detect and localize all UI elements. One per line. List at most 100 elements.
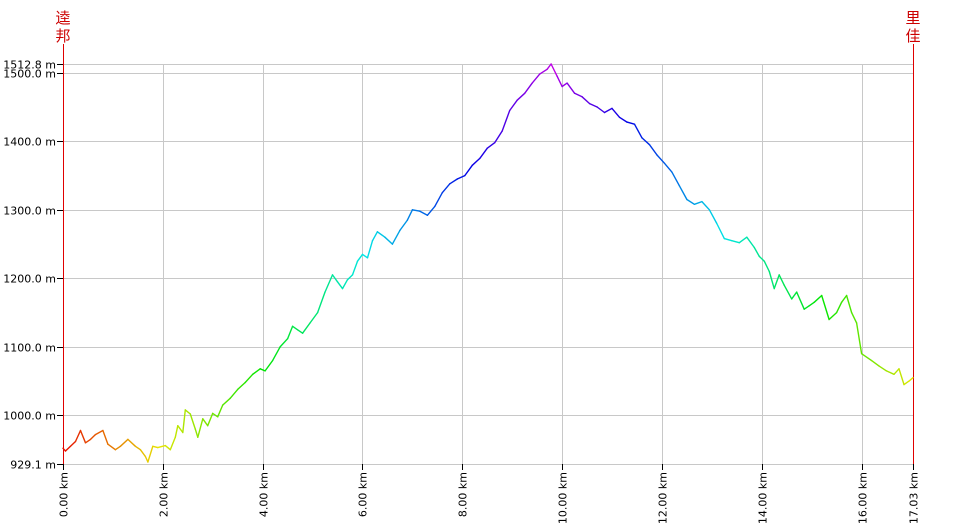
elevation-segment [251,368,261,375]
elevation-segment [371,231,379,242]
elevation-segment [561,82,568,88]
elevation-segment [182,409,187,434]
elevation-segment [671,171,681,187]
elevation-segment [107,443,117,451]
elevation-segment [778,274,785,286]
elevation-segment [641,137,651,146]
elevation-segment [361,253,369,259]
elevation-series-line [62,63,914,463]
elevation-segment [216,404,224,418]
x-tick-label: 14.00 km [757,472,770,524]
elevation-segment [524,82,533,95]
elevation-segment [356,253,364,262]
elevation-segment [603,107,613,114]
elevation-segment [157,444,167,449]
y-tick-label: 1500.0 m [3,68,56,81]
elevation-segment [723,237,733,242]
elevation-segment [391,229,401,245]
elevation-segment [855,322,863,355]
elevation-segment [648,143,658,156]
elevation-segment [197,418,204,438]
elevation-segment [539,68,548,75]
y-tick-label: 1100.0 m [3,342,56,355]
end-point-label-char: 佳 [905,27,920,45]
elevation-segment [69,440,77,447]
elevation-segment [501,109,511,132]
elevation-segment [94,429,104,436]
x-tick-label: 4.00 km [258,472,271,517]
elevation-segment [221,397,231,406]
elevation-segment [331,274,339,283]
start-point-label-char: 邦 [55,27,70,45]
elevation-segment [449,178,458,185]
start-point-label-char: 逵 [55,9,70,27]
elevation-segment [399,219,409,232]
elevation-segment [236,381,246,391]
elevation-segment [633,123,643,139]
elevation-segment [763,260,770,273]
elevation-segment [336,281,344,290]
elevation-segment [406,209,414,221]
y-tick-label: 929.1 m [10,459,56,472]
elevation-segment [746,236,755,249]
elevation-segment [828,311,838,321]
elevation-segment [202,418,209,427]
elevation-segment [596,106,606,114]
elevation-segment [291,325,299,331]
elevation-segment [259,368,266,372]
elevation-segment [626,121,636,125]
elevation-segment [134,445,142,451]
elevation-segment [791,291,798,300]
x-tick-label: 2.00 km [158,472,171,517]
elevation-segment [581,96,591,105]
y-tick-label: 1200.0 m [3,273,56,286]
elevation-segment [663,162,673,173]
elevation-segment [189,413,197,430]
elevation-segment [516,92,526,101]
x-tick-label: 6.00 km [357,472,370,517]
elevation-segment [701,200,711,211]
elevation-segment [419,210,429,217]
elevation-segment [479,147,488,160]
elevation-segment [768,270,775,290]
y-gridlines [57,64,913,465]
elevation-segment [74,429,82,443]
y-tick-labels: 929.1 m 1000.0 m 1100.0 m 1200.0 m 1300.0 m 1… [3,59,56,472]
elevation-segment [441,183,451,194]
elevation-segment [341,279,349,290]
elevation-segment [464,164,473,177]
elevation-segment [301,322,311,334]
elevation-segment [845,294,853,314]
elevation-segment [194,428,199,438]
y-tick-label: 1512.8 m [3,59,56,72]
x-tick-label: 0.00 km [58,472,71,517]
elevation-segment [821,294,830,321]
elevation-segment [738,236,748,244]
elevation-segment [376,231,386,238]
elevation-segment [64,445,72,452]
elevation-segment [908,377,914,382]
elevation-segment [211,412,219,418]
elevation-segment [147,445,154,463]
x-tick-label: 17.03 km [908,472,921,524]
elevation-segment [546,63,552,71]
elevation-segment [898,368,905,386]
x-tick-label: 8.00 km [457,472,470,517]
elevation-segment [753,246,760,258]
elevation-segment [324,274,334,293]
elevation-segment [686,198,696,206]
elevation-segment [279,338,289,348]
elevation-segment [229,388,239,399]
elevation-segment [384,236,394,245]
elevation-segment [618,116,628,123]
elevation-segment [184,409,192,415]
elevation-segment [271,346,281,362]
elevation-segment [316,291,326,314]
elevation-segment [550,63,558,77]
x-tick-label: 10.00 km [557,472,570,524]
elevation-segment [426,205,436,217]
elevation-segment [366,239,374,259]
elevation-segment [139,449,147,458]
elevation-segment [611,107,621,119]
